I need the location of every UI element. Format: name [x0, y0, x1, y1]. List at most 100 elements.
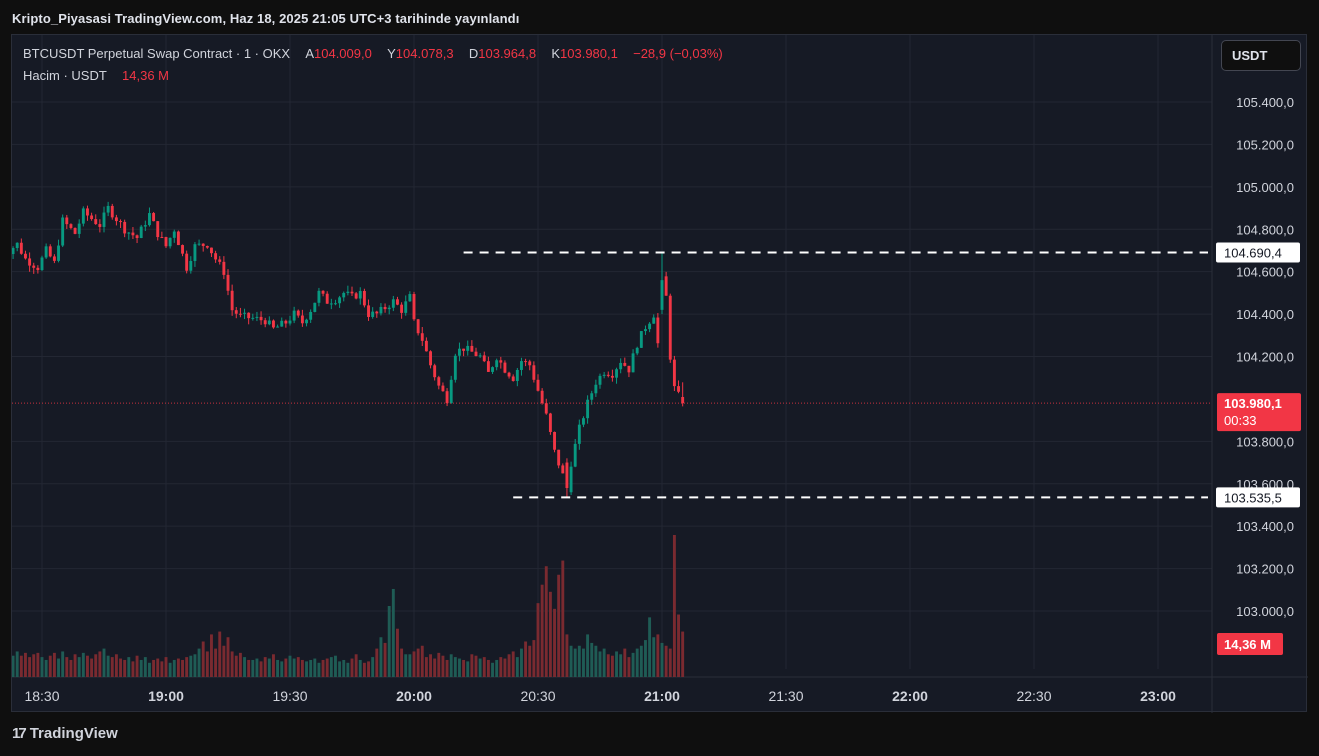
- candle-body: [677, 386, 680, 392]
- candle-body: [412, 294, 416, 320]
- candle-body: [515, 369, 519, 381]
- volume-bar: [404, 654, 408, 677]
- volume-bar: [594, 645, 598, 677]
- volume-bar: [362, 662, 366, 677]
- level-tag-text: 103.535,5: [1224, 490, 1282, 505]
- candle-body: [644, 329, 647, 332]
- candle-body: [214, 253, 218, 260]
- volume-bar: [280, 661, 284, 677]
- volume-bar: [185, 657, 189, 677]
- open-label: A: [305, 46, 314, 61]
- volume-bar: [86, 655, 89, 677]
- level-tag-text: 104.690,4: [1224, 245, 1282, 260]
- volume-bar: [598, 651, 602, 677]
- level-price-tag: 103.535,5: [1216, 487, 1300, 508]
- volume-bar: [317, 662, 321, 677]
- candle-body: [528, 361, 532, 366]
- candle-body: [334, 303, 337, 305]
- candle-body: [664, 276, 668, 296]
- volume-bar: [615, 651, 618, 677]
- candle-body: [486, 361, 490, 372]
- volume-bar: [296, 657, 300, 677]
- volume-legend: Hacim · USDT 14,36 M: [23, 68, 169, 83]
- candle-body: [598, 375, 602, 385]
- volume-bar: [218, 631, 222, 677]
- candle-body: [280, 320, 284, 327]
- volume-bar: [507, 654, 511, 677]
- tradingview-logo[interactable]: 17 TradingView: [12, 725, 118, 742]
- volume-bar: [503, 658, 507, 677]
- volume-bar: [561, 560, 565, 677]
- volume-bar: [148, 662, 151, 677]
- candle-body: [400, 304, 404, 313]
- candle-body: [391, 299, 395, 308]
- volume-bar: [201, 641, 205, 677]
- time-tick-label: 19:30: [272, 688, 307, 704]
- volume-bar: [342, 659, 346, 677]
- high-label: Y: [387, 46, 396, 61]
- published-header: Kripto_Piyasasi TradingView.com, Haz 18,…: [12, 11, 520, 26]
- candle-body: [656, 317, 660, 344]
- volume-bar: [57, 658, 60, 677]
- candle-body: [94, 219, 98, 225]
- volume-bar: [61, 651, 65, 677]
- volume-bar: [313, 658, 317, 677]
- volume-bar: [648, 617, 652, 677]
- candle-body: [396, 299, 399, 305]
- candle-body: [544, 403, 548, 414]
- candle-body: [615, 369, 618, 378]
- volume-bar: [69, 659, 73, 677]
- volume-label[interactable]: Hacim · USDT: [23, 68, 107, 83]
- candle-body: [40, 257, 44, 271]
- volume-bar: [210, 634, 213, 677]
- tradingview-wordmark: TradingView: [29, 725, 118, 742]
- volume-bar: [408, 654, 412, 677]
- volume-bar: [458, 658, 461, 677]
- volume-bar: [28, 657, 32, 677]
- time-tick-label: 18:30: [24, 688, 59, 704]
- time-tick-label: 22:30: [1016, 688, 1051, 704]
- candle-body: [371, 311, 375, 317]
- volume-bar: [197, 648, 201, 677]
- last-price-tag: 103.980,1 00:33: [1217, 393, 1301, 432]
- volume-bar: [230, 651, 234, 677]
- volume-bar: [222, 645, 226, 677]
- candle-body: [408, 294, 412, 302]
- volume-bar: [123, 659, 127, 677]
- volume-value: 14,36 M: [122, 68, 170, 83]
- volume-bar: [48, 655, 52, 677]
- candle-body: [234, 310, 238, 314]
- candle-body: [565, 462, 569, 488]
- candle-body: [65, 217, 69, 225]
- candle-body: [210, 247, 213, 254]
- candle-body: [495, 360, 499, 368]
- chart-frame[interactable]: 105.400,0 105.200,0 105.000,0 104.800,0 104.…: [11, 34, 1308, 713]
- volume-bar: [156, 658, 160, 677]
- volume-bar: [623, 648, 627, 677]
- candle-body: [321, 290, 325, 294]
- low-label: D: [468, 46, 479, 61]
- currency-button[interactable]: USDT: [1221, 40, 1301, 71]
- volume-bar: [181, 659, 184, 677]
- volume-bar: [305, 661, 308, 677]
- candle-body: [201, 243, 205, 246]
- volume-bar: [272, 654, 275, 677]
- candle-body: [197, 243, 201, 245]
- volume-bar: [36, 652, 40, 677]
- symbol-title[interactable]: BTCUSDT Perpetual Swap Contract · 1 · OK…: [23, 46, 291, 61]
- volume-bar: [259, 661, 263, 677]
- candle-body: [44, 246, 48, 258]
- candle-body: [404, 301, 408, 313]
- candle-body: [532, 365, 536, 380]
- volume-bar: [677, 614, 680, 677]
- volume-bar: [627, 657, 631, 677]
- close-label: K: [551, 46, 561, 61]
- price-chart[interactable]: 105.400,0 105.200,0 105.000,0 104.800,0 104.…: [12, 35, 1308, 713]
- candle-body: [627, 365, 631, 373]
- candle-body: [354, 293, 358, 299]
- candle-body: [19, 242, 23, 254]
- candle-body: [437, 377, 441, 386]
- candle-body: [305, 319, 308, 324]
- volume-bar: [267, 658, 271, 677]
- last-price-tag-bg: [1217, 393, 1301, 432]
